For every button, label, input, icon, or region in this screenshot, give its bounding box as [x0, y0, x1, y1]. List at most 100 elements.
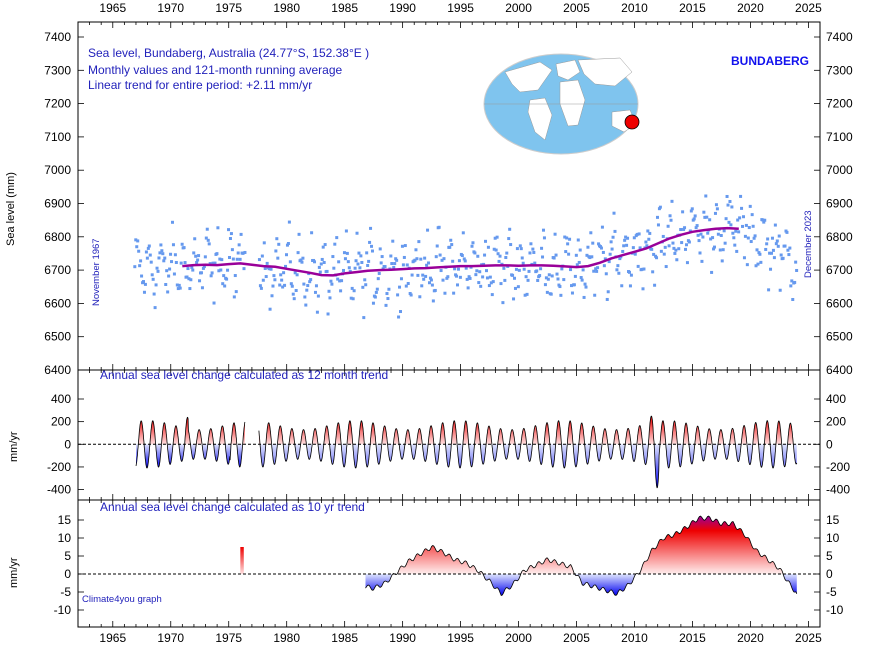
monthly-point: [711, 236, 715, 240]
y-tick-label-right: 6900: [826, 197, 853, 211]
monthly-point: [270, 294, 274, 298]
monthly-point: [540, 246, 544, 250]
early-bar: [240, 547, 244, 574]
monthly-point: [242, 267, 246, 271]
x-tick-label-top: 2025: [795, 1, 822, 15]
monthly-point: [626, 236, 630, 240]
monthly-point: [467, 275, 471, 279]
monthly-point: [455, 274, 459, 278]
monthly-point: [297, 232, 301, 236]
monthly-point: [404, 284, 408, 288]
monthly-point: [272, 274, 276, 278]
info-line-1: Sea level, Bundaberg, Australia (24.77°S…: [88, 46, 369, 60]
monthly-point: [719, 234, 723, 238]
monthly-point: [645, 244, 649, 248]
y-tick-label-left: 15: [58, 513, 72, 527]
monthly-point: [280, 278, 284, 282]
monthly-point: [155, 266, 159, 270]
monthly-point: [147, 244, 151, 248]
monthly-point: [426, 228, 430, 232]
monthly-point: [440, 258, 444, 262]
monthly-point: [559, 293, 563, 297]
monthly-point: [636, 264, 640, 268]
monthly-point: [369, 226, 373, 230]
monthly-point: [142, 290, 146, 294]
monthly-point: [756, 262, 760, 266]
monthly-point: [560, 267, 564, 271]
monthly-point: [478, 270, 482, 274]
monthly-point: [319, 262, 323, 266]
monthly-point: [236, 251, 240, 255]
monthly-point: [442, 257, 446, 261]
monthly-point: [683, 226, 687, 230]
monthly-point: [761, 218, 765, 222]
monthly-point: [193, 237, 197, 241]
monthly-point: [579, 276, 583, 280]
monthly-point: [525, 292, 529, 296]
monthly-point: [538, 274, 542, 278]
monthly-point: [375, 287, 379, 291]
monthly-point: [466, 286, 470, 290]
monthly-point: [328, 296, 332, 300]
monthly-point: [427, 281, 431, 285]
monthly-point: [159, 243, 163, 247]
monthly-point: [553, 232, 557, 236]
monthly-point: [594, 267, 598, 271]
monthly-point: [420, 284, 424, 288]
monthly-point: [489, 281, 493, 285]
monthly-point: [421, 273, 425, 277]
monthly-point: [398, 285, 402, 289]
monthly-point: [327, 289, 331, 293]
monthly-point: [518, 244, 522, 248]
monthly-point: [386, 297, 390, 301]
monthly-point: [638, 246, 642, 250]
monthly-point: [770, 236, 774, 240]
monthly-point: [783, 244, 787, 248]
monthly-point: [231, 257, 235, 261]
monthly-point: [536, 278, 540, 282]
monthly-point: [309, 278, 313, 282]
monthly-point: [600, 225, 604, 229]
monthly-point: [541, 255, 545, 259]
monthly-point: [607, 260, 611, 264]
monthly-point: [572, 283, 576, 287]
x-tick-label-top: 1965: [99, 1, 126, 15]
monthly-point: [437, 225, 441, 229]
monthly-point: [170, 260, 174, 264]
monthly-point: [562, 278, 566, 282]
monthly-point: [438, 253, 442, 257]
monthly-point: [759, 260, 763, 264]
monthly-point: [378, 247, 382, 251]
monthly-point: [652, 252, 656, 256]
monthly-point: [201, 266, 205, 270]
monthly-point: [156, 269, 160, 273]
monthly-point: [767, 288, 771, 292]
monthly-point: [675, 258, 679, 262]
monthly-point: [144, 250, 148, 254]
monthly-point: [648, 231, 652, 235]
monthly-point: [718, 248, 722, 252]
monthly-point: [325, 269, 329, 273]
monthly-point: [570, 291, 574, 295]
monthly-point: [353, 266, 357, 270]
monthly-point: [198, 279, 202, 283]
monthly-point: [341, 268, 345, 272]
monthly-point: [554, 253, 558, 257]
info-line-2: Monthly values and 121-month running ave…: [88, 63, 342, 77]
monthly-point: [265, 261, 269, 265]
monthly-point: [794, 260, 798, 264]
monthly-point: [355, 231, 359, 235]
monthly-point: [317, 265, 321, 269]
monthly-point: [271, 284, 275, 288]
x-tick-label-bottom: 2005: [563, 631, 590, 645]
monthly-point: [210, 271, 214, 275]
monthly-point: [153, 306, 157, 310]
monthly-point: [577, 260, 581, 264]
monthly-point: [708, 218, 712, 222]
monthly-point: [736, 218, 740, 222]
monthly-point: [179, 261, 183, 265]
monthly-point: [789, 284, 793, 288]
monthly-point: [387, 287, 391, 291]
y-tick-label-left: 6700: [44, 263, 71, 277]
monthly-point: [220, 258, 224, 262]
